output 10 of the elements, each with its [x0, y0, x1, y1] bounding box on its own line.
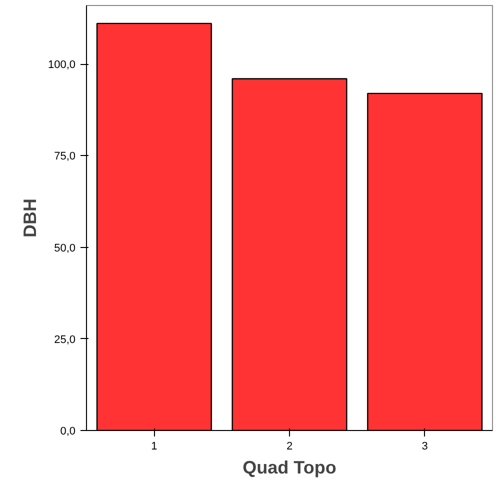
y-tick-label: 50,0 [54, 242, 76, 254]
y-axis-title: DBH [20, 198, 40, 238]
y-tick-label: 100,0 [48, 59, 76, 72]
y-tick-label: 0,0 [60, 426, 76, 438]
y-tick-label: 25,0 [54, 334, 76, 346]
y-tick-label: 75,0 [54, 150, 76, 163]
x-axis-title: Quad Topo [242, 458, 336, 478]
x-tick-label: 1 [151, 440, 158, 452]
x-tick-label: 3 [422, 440, 428, 452]
x-tick-label: 2 [286, 440, 293, 452]
